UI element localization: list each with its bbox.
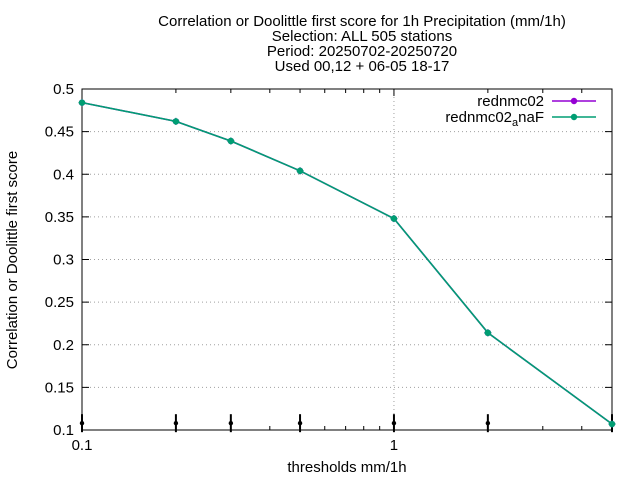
- y-tick-label-5: 0.35: [45, 209, 74, 226]
- y-tick-label-4: 0.3: [53, 252, 74, 269]
- legend-swatch-point-0: [570, 97, 578, 105]
- legend-label-1-tail: naF: [518, 109, 544, 126]
- y-tick-label-8: 0.5: [53, 81, 74, 98]
- x-axis-label: thresholds mm/1h: [287, 459, 406, 476]
- series-lines: [78, 99, 616, 428]
- y-tick-label-0: 0.1: [53, 422, 74, 439]
- bottom-marker-dot-1: [173, 420, 179, 426]
- y-tick-label-7: 0.45: [45, 124, 74, 141]
- series-1-point-0: [78, 99, 86, 107]
- series-line-0: [81, 101, 613, 425]
- bottom-markers: [79, 414, 615, 433]
- legend-label-1-sub: a: [512, 117, 519, 129]
- series-1-point-2: [227, 137, 235, 145]
- title-line-3: Period: 20250702-20250720: [267, 43, 457, 60]
- bottom-marker-dot-0: [79, 420, 85, 426]
- y-tick-label-2: 0.2: [53, 337, 74, 354]
- legend: rednmc02 rednmc02anaF: [445, 93, 596, 129]
- x-tick-label-0: 0.1: [72, 437, 93, 454]
- axis-ticks: [81, 88, 612, 431]
- series-1-point-1: [172, 117, 180, 125]
- bottom-marker-dot-2: [228, 420, 234, 426]
- bottom-marker-dot-4: [391, 420, 397, 426]
- y-tick-label-1: 0.15: [45, 379, 74, 396]
- legend-swatch-point-1: [570, 113, 578, 121]
- series-1-point-5: [484, 329, 492, 337]
- title-line-2: Selection: ALL 505 stations: [272, 28, 452, 45]
- legend-label-1: rednmc02anaF: [445, 109, 544, 129]
- legend-swatches: [552, 97, 596, 121]
- series-1-point-6: [608, 420, 616, 428]
- title-line-4: Used 00,12 + 06-05 18-17: [275, 58, 450, 75]
- bottom-marker-dot-3: [297, 420, 303, 426]
- series-1-point-4: [390, 215, 398, 223]
- chart-title: Correlation or Doolittle first score for…: [158, 13, 566, 75]
- grid: [82, 89, 612, 430]
- title-line-1: Correlation or Doolittle first score for…: [158, 13, 566, 30]
- axis-tick-labels: 0.1 0.15 0.2 0.25 0.3 0.35 0.4 0.45 0.5 0.1 1: [45, 81, 398, 454]
- x-tick-label-1: 1: [390, 437, 398, 454]
- legend-label-0: rednmc02: [477, 93, 544, 110]
- series-1-point-3: [296, 167, 304, 175]
- y-tick-label-3: 0.25: [45, 294, 74, 311]
- legend-label-1-base: rednmc02: [445, 109, 512, 126]
- series-line-1: [81, 101, 613, 425]
- bottom-marker-dot-5: [485, 420, 491, 426]
- y-axis-label: Correlation or Doolittle first score: [4, 151, 21, 369]
- y-tick-label-6: 0.4: [53, 166, 74, 183]
